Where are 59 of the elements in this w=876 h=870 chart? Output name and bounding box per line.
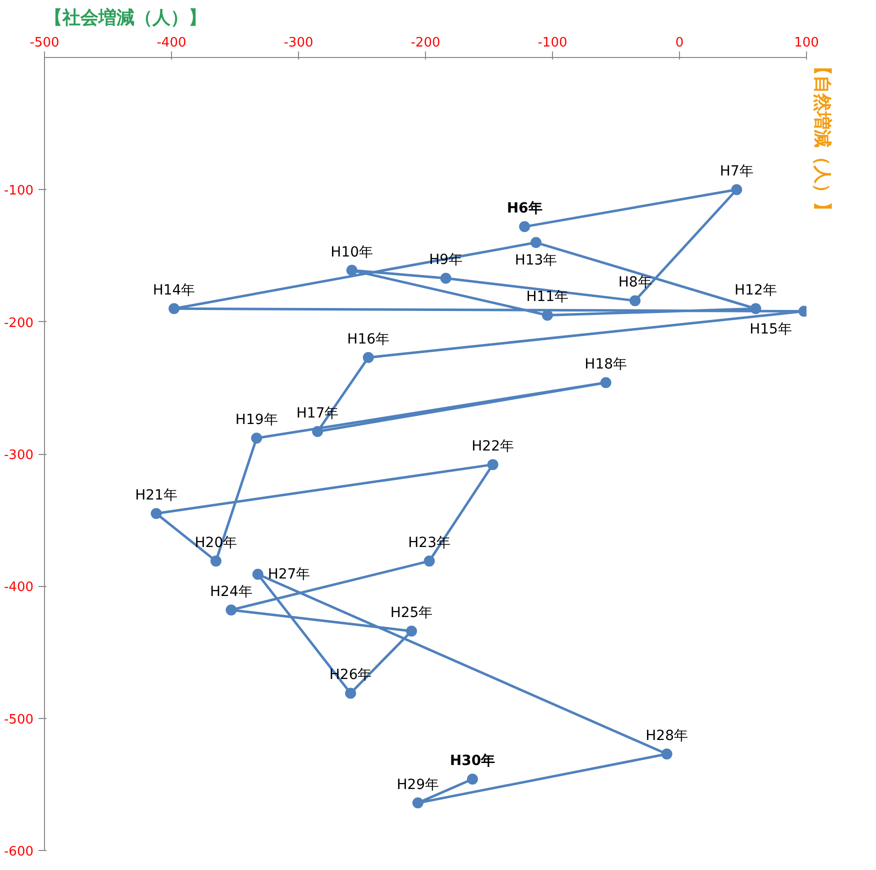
point — [519, 221, 530, 232]
point — [466, 774, 478, 785]
annotation: H21年 — [135, 487, 178, 504]
point — [362, 352, 374, 364]
annotation: H19年 — [235, 412, 278, 428]
point — [630, 295, 641, 306]
point — [168, 303, 180, 314]
y-axis-title: 【自然増減（人）】 — [812, 58, 834, 220]
annotation: H16年 — [347, 332, 390, 348]
annotation: H27年 — [268, 566, 310, 582]
point — [312, 426, 324, 438]
point — [600, 377, 612, 388]
point — [487, 459, 498, 470]
x-tick-label: 100 — [794, 36, 819, 50]
point — [661, 748, 672, 760]
y-tick-label: -300 — [4, 448, 34, 463]
y-tick-label: -100 — [4, 184, 34, 199]
x-axis-title: 【社会増減（人）】 — [44, 6, 206, 28]
annotation: H14年 — [152, 282, 196, 299]
x-tick-label: 0 — [675, 36, 684, 50]
annotation: H30年 — [450, 753, 496, 770]
y-tick-label: -200 — [4, 316, 34, 331]
annotation: H6年 — [506, 200, 542, 217]
x-tick-label: -300 — [284, 36, 314, 50]
point — [210, 556, 222, 567]
point — [530, 237, 542, 248]
point — [542, 310, 553, 321]
x-tick-label: -400 — [156, 36, 186, 50]
annotation: H22年 — [472, 438, 514, 455]
point — [251, 432, 262, 444]
annotation: H7年 — [720, 164, 754, 180]
annotation: H8年 — [618, 274, 652, 291]
point — [252, 568, 264, 580]
annotation: H24年 — [210, 584, 252, 600]
point — [750, 303, 762, 314]
y-tick-label: -600 — [4, 844, 34, 860]
annotation: H12年 — [734, 282, 777, 299]
point — [346, 264, 358, 276]
annotation: H18年 — [584, 356, 628, 373]
point — [150, 508, 162, 519]
point — [731, 184, 742, 196]
annotation: H10年 — [330, 244, 374, 260]
point — [424, 556, 435, 567]
x-tick-label: -100 — [538, 36, 568, 50]
x-tick-label: -500 — [30, 36, 60, 50]
annotation: H28年 — [646, 728, 688, 744]
annotation: H13年 — [514, 252, 558, 269]
annotation: H15年 — [750, 321, 792, 338]
annotation: H11年 — [526, 289, 569, 306]
y-tick-label: -400 — [4, 580, 34, 596]
x-tick-label: -200 — [410, 36, 440, 50]
point — [345, 688, 356, 699]
annotation: H25年 — [390, 605, 433, 622]
point — [440, 272, 452, 284]
point — [406, 626, 418, 637]
y-tick-label: -500 — [4, 712, 34, 728]
annotation: H29年 — [396, 776, 440, 793]
point — [226, 604, 237, 616]
point — [412, 797, 424, 808]
